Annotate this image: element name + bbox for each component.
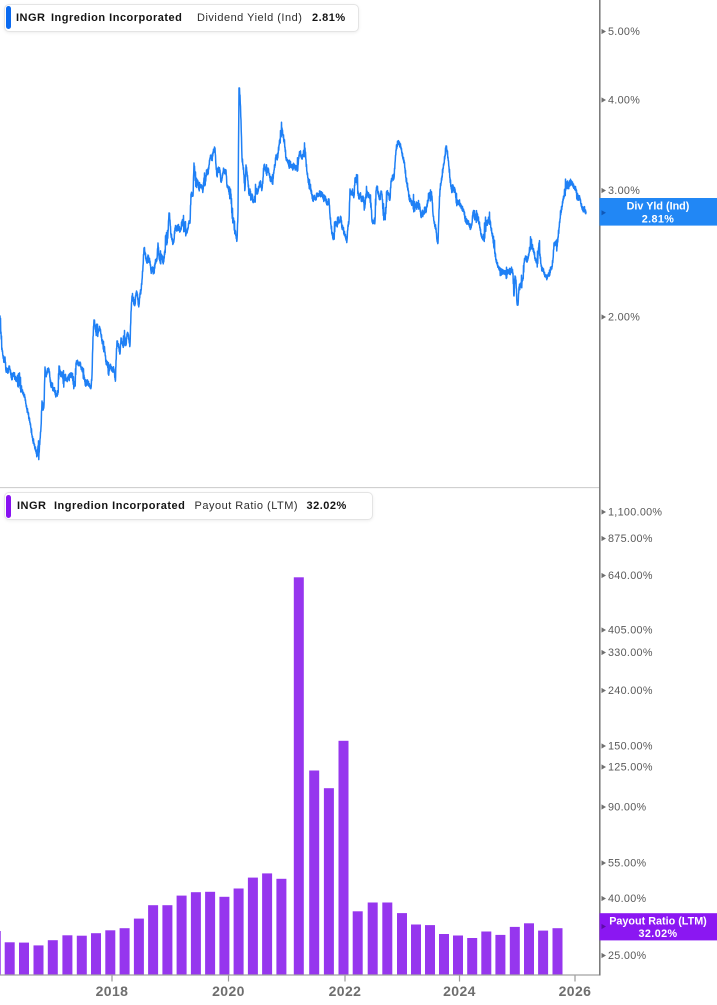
svg-text:1,100.00%: 1,100.00% (608, 507, 662, 519)
svg-text:150.00%: 150.00% (608, 741, 653, 753)
svg-text:240.00%: 240.00% (608, 685, 653, 697)
svg-text:55.00%: 55.00% (608, 858, 647, 870)
svg-text:2022: 2022 (329, 983, 362, 999)
svg-text:90.00%: 90.00% (608, 802, 647, 814)
svg-text:4.00%: 4.00% (608, 95, 640, 107)
svg-text:2.81%: 2.81% (642, 213, 675, 225)
svg-text:40.00%: 40.00% (608, 893, 647, 905)
svg-text:25.00%: 25.00% (608, 950, 647, 962)
svg-text:2018: 2018 (96, 983, 129, 999)
svg-text:2026: 2026 (559, 983, 592, 999)
svg-text:875.00%: 875.00% (608, 533, 653, 545)
svg-text:Div Yld (Ind): Div Yld (Ind) (627, 201, 690, 213)
svg-text:330.00%: 330.00% (608, 647, 653, 659)
svg-text:640.00%: 640.00% (608, 570, 653, 582)
svg-text:2020: 2020 (212, 983, 245, 999)
svg-text:5.00%: 5.00% (608, 26, 640, 38)
svg-text:3.00%: 3.00% (608, 185, 640, 197)
svg-text:32.02%: 32.02% (638, 928, 677, 940)
svg-text:Payout Ratio (LTM): Payout Ratio (LTM) (609, 916, 707, 928)
svg-text:2024: 2024 (443, 983, 476, 999)
svg-text:405.00%: 405.00% (608, 625, 653, 637)
svg-text:125.00%: 125.00% (608, 762, 653, 774)
svg-text:2.00%: 2.00% (608, 312, 640, 324)
